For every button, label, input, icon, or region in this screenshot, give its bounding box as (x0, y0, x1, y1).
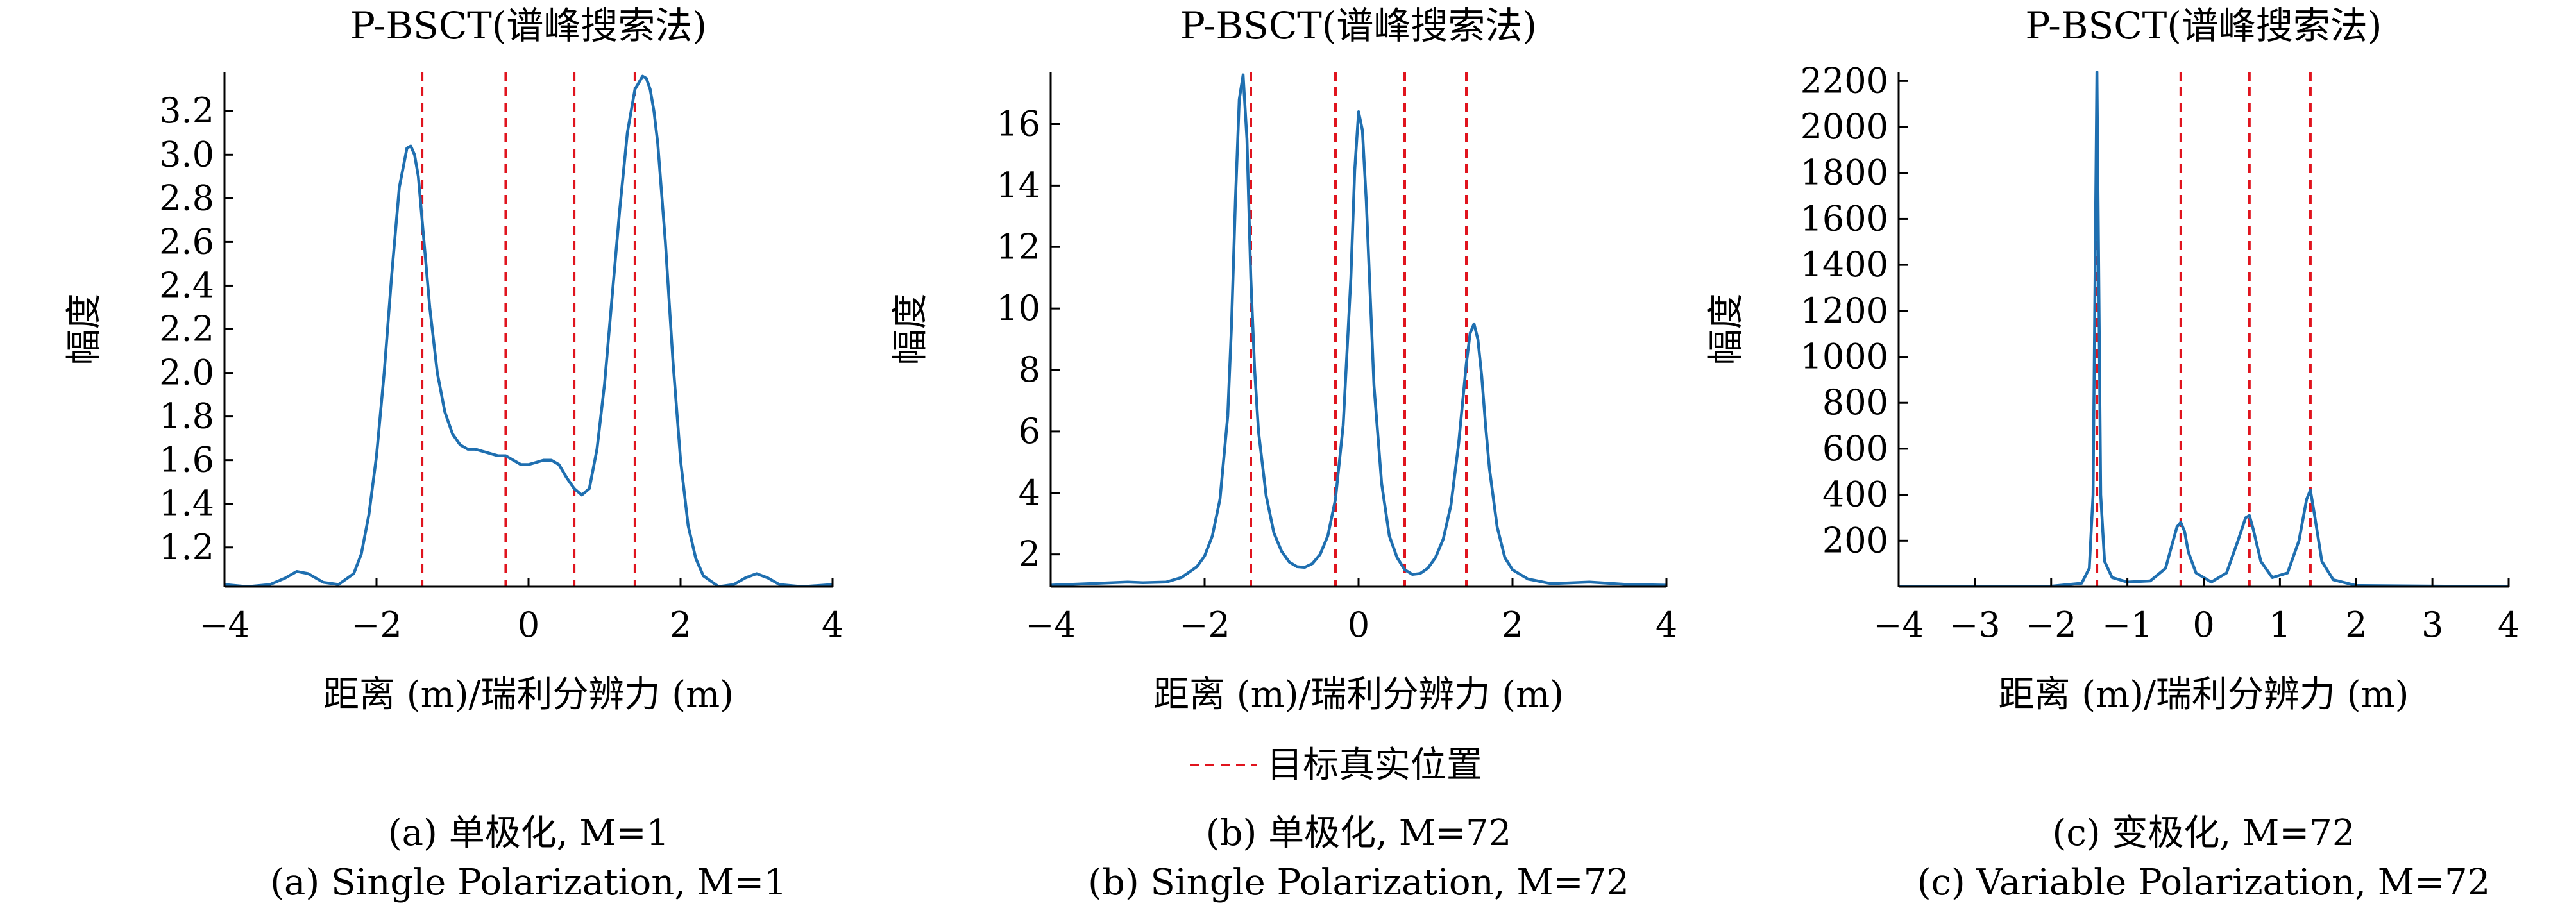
y-tick-label: 3.2 (159, 90, 214, 131)
x-tick-label: 0 (518, 605, 539, 645)
x-tick-label: −4 (1873, 605, 1924, 645)
y-tick-label: 1.2 (159, 527, 214, 567)
y-tick-label: 1200 (1801, 290, 1888, 331)
panels: −4 −2 0 2 4 1.21.41.61.82.02.22.42.62.83.03.2… (64, 4, 2520, 903)
x-tick-label: 2 (2345, 605, 2367, 645)
y-tick-label: 1000 (1801, 337, 1888, 377)
y-tick-label: 400 (1822, 474, 1888, 515)
x-axis-title: 距离 (m)/瑞利分辨力 (m) (1998, 674, 2409, 716)
y-tick-label: 1.6 (159, 440, 214, 480)
x-tick-label: 4 (822, 605, 843, 645)
x-tick-label: 3 (2421, 605, 2443, 645)
series-line (1051, 73, 1666, 587)
x-tick-label: −2 (1179, 605, 1230, 645)
chart-title: P-BSCT(谱峰搜索法) (350, 4, 707, 47)
x-tick-label: −4 (199, 605, 250, 645)
y-axis-title: 幅度 (1706, 294, 1747, 365)
y-tick-label: 1400 (1801, 244, 1888, 285)
y-tick-label: 2200 (1801, 60, 1888, 101)
x-tick-label: −3 (1949, 605, 2001, 645)
chart-panel-1: −4 −2 0 2 4 1.21.41.61.82.02.22.42.62.83.03.2… (64, 4, 843, 903)
caption-en: (b) Single Polarization, M=72 (1088, 862, 1629, 903)
x-tick-label: 0 (2192, 605, 2214, 645)
y-tick-label: 8 (1019, 349, 1040, 390)
y-tick-label: 2.4 (159, 265, 214, 305)
y-tick-label: 2.8 (159, 178, 214, 218)
y-tick-label: 1800 (1801, 153, 1888, 193)
caption-en: (c) Variable Polarization, M=72 (1917, 862, 2491, 903)
y-tick-label: 200 (1822, 520, 1888, 560)
y-tick-label: 3.0 (159, 134, 214, 174)
y-tick-label: 1600 (1801, 198, 1888, 239)
x-axis-title: 距离 (m)/瑞利分辨力 (m) (1153, 674, 1564, 716)
y-tick-label: 14 (996, 165, 1040, 205)
y-tick-label: 600 (1822, 428, 1888, 469)
y-tick-label: 2.0 (159, 353, 214, 393)
y-tick-label: 2.6 (159, 221, 214, 262)
y-tick-label: 6 (1019, 411, 1040, 451)
chart-panel-2: −4 −2 0 2 4 2 4 6 8 10 12 14 16 P-BSCT(谱峰搜索法) 距离 (m)/瑞… (890, 4, 1677, 903)
x-tick-label: −4 (1025, 605, 1076, 645)
chart-title: P-BSCT(谱峰搜索法) (2025, 4, 2382, 47)
y-tick-label: 1.8 (159, 396, 214, 437)
y-tick-label: 2.2 (159, 309, 214, 349)
x-tick-label: 4 (1656, 605, 1677, 645)
x-tick-label: 1 (2269, 605, 2291, 645)
series-line (225, 74, 833, 587)
x-tick-label: 2 (1502, 605, 1523, 645)
caption-cn: (b) 单极化, M=72 (1206, 812, 1511, 854)
x-axis-title: 距离 (m)/瑞利分辨力 (m) (323, 674, 734, 716)
x-tick-label: 0 (1348, 605, 1369, 645)
caption-cn: (a) 单极化, M=1 (388, 812, 669, 854)
y-tick-label: 1.4 (159, 483, 214, 524)
legend: 目标真实位置 (1190, 744, 1482, 786)
y-tick-label: 800 (1822, 382, 1888, 423)
y-axis-title: 幅度 (890, 294, 931, 365)
x-tick-label: −2 (2026, 605, 2077, 645)
caption-cn: (c) 变极化, M=72 (2053, 812, 2355, 854)
chart-title: P-BSCT(谱峰搜索法) (1180, 4, 1537, 47)
y-tick-label: 2000 (1801, 106, 1888, 147)
y-tick-label: 2 (1019, 534, 1040, 575)
chart-panel-3: −4 −3 −2 −1 0 1 2 3 4 200 400 600 800 1000 1200 1400 160… (1706, 4, 2520, 903)
y-axis-title: 幅度 (64, 294, 105, 365)
y-tick-label: 12 (996, 226, 1040, 267)
caption-en: (a) Single Polarization, M=1 (270, 862, 787, 903)
series-line (1899, 71, 2509, 587)
x-tick-label: 4 (2498, 605, 2520, 645)
y-tick-label: 4 (1019, 473, 1040, 513)
legend-label: 目标真实位置 (1267, 744, 1482, 786)
y-tick-label: 10 (996, 288, 1040, 328)
x-tick-label: −2 (351, 605, 402, 645)
x-tick-label: 2 (670, 605, 691, 645)
x-tick-label: −1 (2102, 605, 2153, 645)
y-tick-label: 16 (996, 103, 1040, 144)
